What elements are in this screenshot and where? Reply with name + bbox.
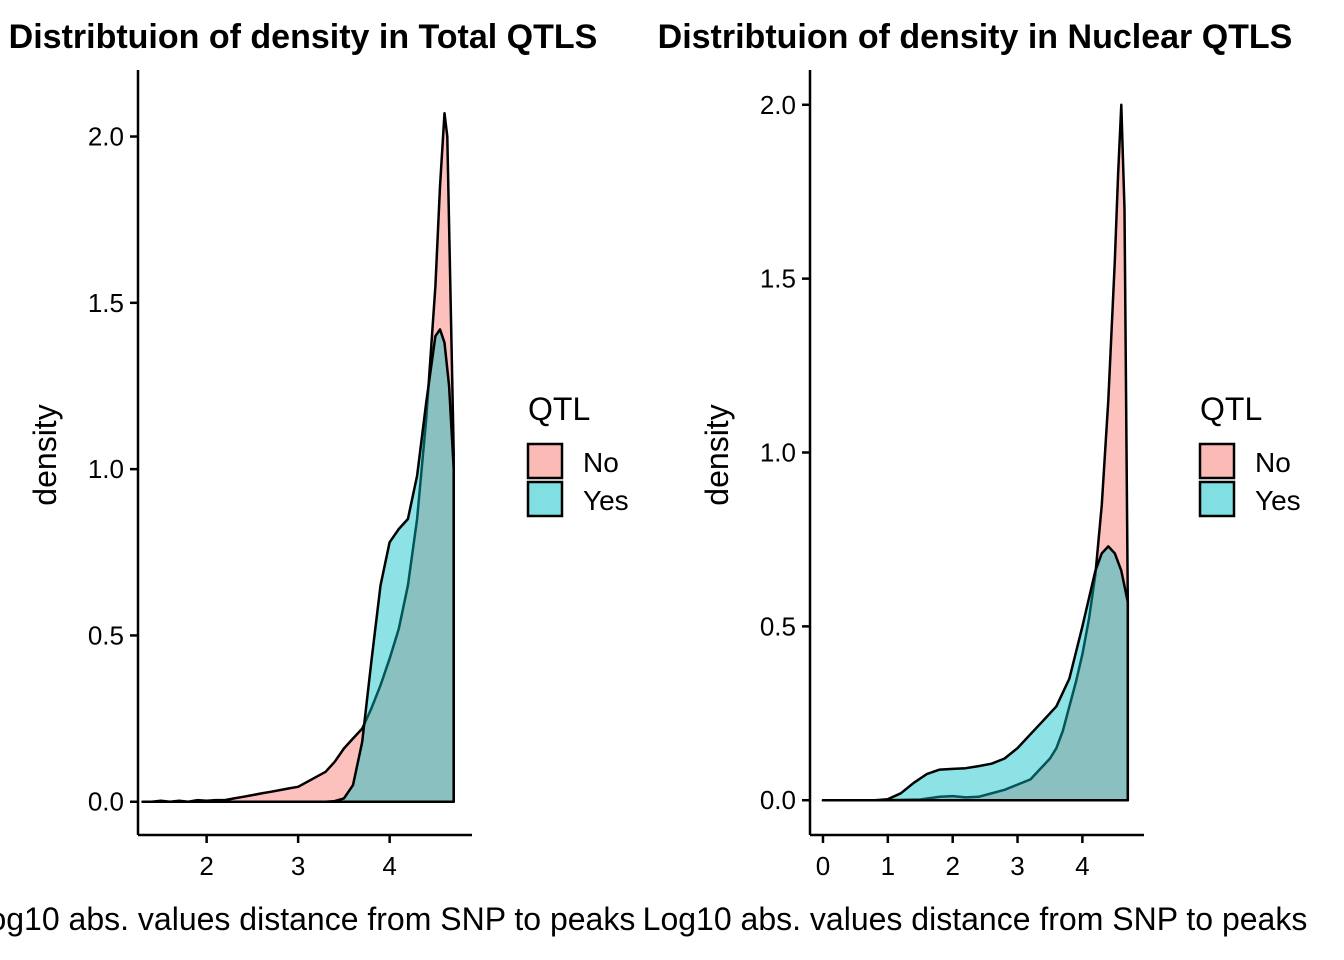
- legend-key-yes: [526, 480, 564, 518]
- legend-key-no: [1198, 442, 1236, 480]
- chart-title: Distribtuion of density in Nuclear QTLS: [658, 18, 1293, 56]
- x-axis-label: Log10 abs. values distance from SNP to p…: [0, 901, 635, 937]
- density-area-yes: [821, 545, 1130, 802]
- legend-label-yes: Yes: [583, 485, 629, 516]
- plot-area: 0.0 0.5 1.0 1.5 2.0 0 1 2 3 4: [760, 70, 1144, 881]
- legend: QTL No Yes: [526, 391, 629, 518]
- chart-panel-nuclear: Distribtuion of density in Nuclear QTLS …: [643, 18, 1308, 937]
- x-tick-label: 4: [382, 851, 396, 881]
- density-area-yes: [141, 328, 455, 803]
- y-tick-label: 1.5: [88, 288, 124, 318]
- legend-label-yes: Yes: [1255, 485, 1301, 516]
- y-tick-label: 0.0: [88, 787, 124, 817]
- density-area-no: [821, 103, 1130, 802]
- legend-key-yes: [1198, 480, 1236, 518]
- legend: QTL No Yes: [1198, 391, 1301, 518]
- legend-key-no: [526, 442, 564, 480]
- x-tick-label: 3: [1010, 851, 1024, 881]
- y-axis-label: density: [27, 404, 63, 505]
- legend-label-no: No: [1255, 447, 1291, 478]
- legend-title: QTL: [528, 391, 590, 427]
- y-tick-label: 0.5: [760, 611, 796, 641]
- y-tick-label: 1.0: [760, 438, 796, 468]
- x-tick-label: 4: [1075, 851, 1089, 881]
- chart-panel-total: Distribtuion of density in Total QTLS de…: [0, 18, 635, 937]
- x-axis-label: Log10 abs. values distance from SNP to p…: [643, 901, 1308, 937]
- y-tick-label: 0.0: [760, 785, 796, 815]
- chart-title: Distribtuion of density in Total QTLS: [9, 18, 598, 56]
- x-tick-label: 2: [199, 851, 213, 881]
- y-tick-label: 1.5: [760, 264, 796, 294]
- x-tick-label: 1: [881, 851, 895, 881]
- y-tick-label: 2.0: [760, 90, 796, 120]
- y-tick-label: 2.0: [88, 122, 124, 152]
- legend-title: QTL: [1200, 391, 1262, 427]
- y-tick-label: 0.5: [88, 620, 124, 650]
- y-tick-label: 1.0: [88, 454, 124, 484]
- y-axis-label: density: [699, 404, 735, 505]
- x-tick-label: 3: [291, 851, 305, 881]
- legend-label-no: No: [583, 447, 619, 478]
- x-tick-label: 0: [816, 851, 830, 881]
- plot-area: 0.0 0.5 1.0 1.5 2.0 2 3 4: [88, 70, 472, 881]
- density-area-no: [141, 111, 455, 803]
- x-tick-label: 2: [945, 851, 959, 881]
